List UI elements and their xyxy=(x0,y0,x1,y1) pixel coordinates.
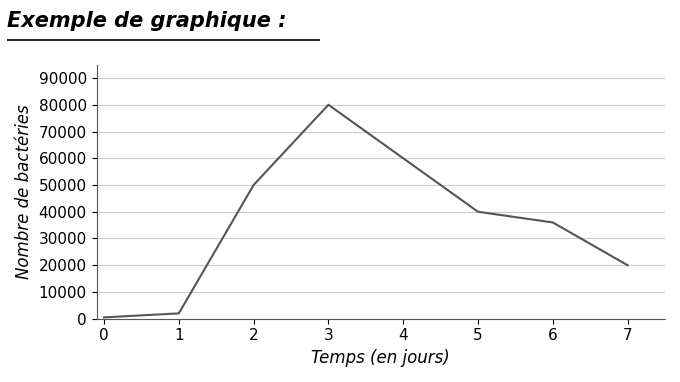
Text: Exemple de graphique :: Exemple de graphique : xyxy=(7,11,286,31)
X-axis label: Temps (en jours): Temps (en jours) xyxy=(311,349,450,367)
Y-axis label: Nombre de bactéries: Nombre de bactéries xyxy=(15,104,33,279)
